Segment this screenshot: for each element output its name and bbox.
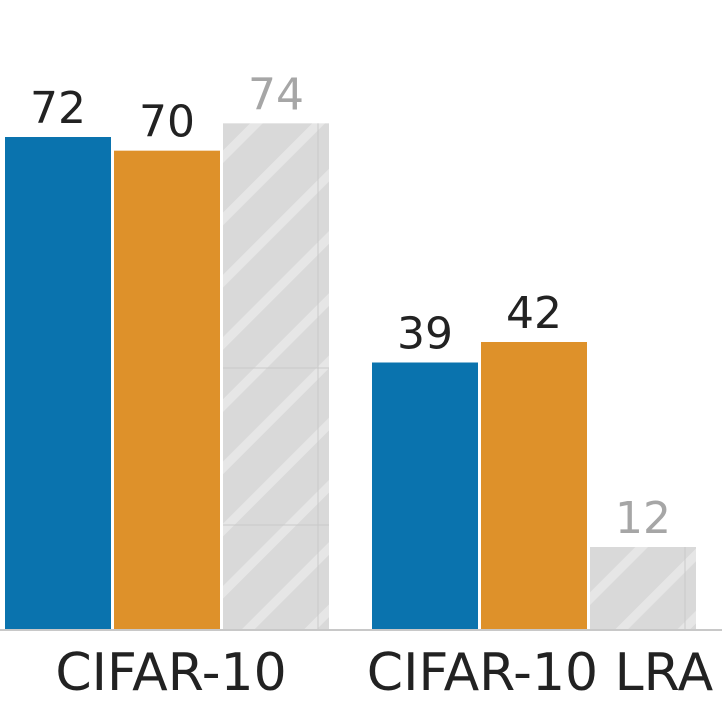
value-label: 74: [248, 69, 304, 120]
category-labels-group: CIFAR-10 CIFAR-10 LRA: [55, 643, 713, 703]
bar-3-cifar-10: [223, 123, 329, 629]
category-label: CIFAR-10: [55, 643, 286, 703]
value-label: 70: [139, 97, 195, 148]
value-label: 12: [615, 493, 671, 544]
bar-1-cifar-10: [5, 137, 111, 629]
bars-group: [5, 123, 696, 629]
bar-2-cifar-10-lra: [481, 342, 587, 629]
value-label: 72: [30, 83, 86, 134]
bar-2-cifar-10: [114, 150, 220, 629]
value-label: 42: [506, 288, 562, 339]
bar-3-cifar-10-lra: [590, 547, 696, 629]
category-label: CIFAR-10 LRA: [367, 643, 714, 703]
value-label: 39: [397, 309, 453, 360]
bar-1-cifar-10-lra: [372, 362, 478, 629]
value-labels-group: 72 70 74 39 42 12: [30, 69, 671, 544]
